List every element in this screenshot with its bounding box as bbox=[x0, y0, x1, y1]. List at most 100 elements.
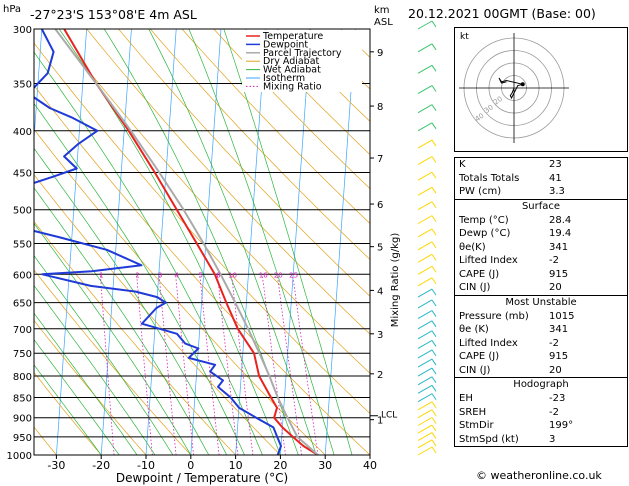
dry-adiabat-line bbox=[34, 372, 102, 455]
wind-barb-staff bbox=[417, 288, 433, 298]
wind-barb bbox=[417, 265, 437, 275]
wind-barb-staff bbox=[417, 171, 433, 181]
wind-barb bbox=[417, 367, 437, 377]
mu-label: CAPE (J) bbox=[459, 351, 500, 362]
mixing-ratio-label: 8 bbox=[216, 271, 220, 279]
hodo-row: StmSpd (kt) 3 bbox=[455, 433, 627, 447]
x-axis-label: Dewpoint / Temperature (°C) bbox=[116, 471, 288, 485]
hodograph-unit-label: kt bbox=[460, 32, 469, 42]
wind-barb-flag bbox=[431, 228, 437, 236]
wind-barb bbox=[417, 349, 437, 359]
mixing-ratio-line bbox=[99, 274, 115, 455]
km-tick-label: 7 bbox=[377, 154, 383, 165]
surface-title: Surface bbox=[521, 200, 561, 212]
wet-adiabat-line bbox=[223, 29, 353, 455]
dry-adiabat-line bbox=[150, 29, 370, 260]
legend-entry: Parcel Trajectory bbox=[263, 48, 342, 59]
x-tick-label: 0 bbox=[187, 459, 194, 472]
index-pw-row: PW (cm) 3.3 bbox=[455, 185, 627, 199]
mu-row: θe (K) 341 bbox=[455, 323, 627, 337]
hodo-label: EH bbox=[459, 393, 473, 404]
legend-entry: Dewpoint bbox=[263, 39, 308, 50]
wind-barb-staff bbox=[417, 215, 433, 225]
mixing-ratio-line bbox=[199, 274, 220, 455]
wind-barb bbox=[417, 277, 437, 287]
isotherm-line bbox=[56, 29, 87, 455]
index-value: 41 bbox=[549, 172, 562, 184]
surface-value: 20 bbox=[549, 282, 562, 293]
wind-barb-flag bbox=[431, 349, 437, 357]
wind-barb bbox=[417, 376, 437, 386]
wind-barb bbox=[417, 446, 437, 456]
wind-barb-flag bbox=[431, 432, 437, 439]
wind-barb bbox=[417, 156, 437, 165]
wind-barb-flag bbox=[431, 265, 437, 273]
pressure-tick-label: 850 bbox=[13, 393, 32, 404]
index-tt-row: Totals Totals 41 bbox=[455, 172, 627, 186]
pressure-tick-label: 500 bbox=[13, 206, 32, 217]
mixing-ratio-label: 10 bbox=[228, 271, 237, 279]
wet-adiabat-line bbox=[34, 339, 120, 455]
wind-barb-flag bbox=[431, 409, 437, 416]
pressure-tick-label: 750 bbox=[13, 349, 32, 360]
legend-entry: Temperature bbox=[262, 31, 323, 42]
wind-barb-flag bbox=[431, 215, 437, 222]
mixing-ratio-label: 3 bbox=[158, 271, 162, 279]
pressure-tick-label: 400 bbox=[13, 127, 32, 138]
km-tick-label: 8 bbox=[377, 102, 383, 113]
mixing-ratio-label: 2 bbox=[135, 271, 139, 279]
legend-entry: Isotherm bbox=[263, 73, 305, 84]
wind-barb-staff bbox=[417, 64, 433, 74]
wind-barb-flag bbox=[431, 171, 437, 179]
pressure-tick-label: 800 bbox=[13, 372, 32, 383]
indices-table: K 23 Totals Totals 41 PW (cm) 3.3 Surface T… bbox=[454, 157, 628, 447]
wind-barb-flag bbox=[431, 122, 437, 130]
wind-barb-flag bbox=[431, 401, 437, 409]
wind-barb-staff bbox=[417, 156, 433, 165]
x-tick-label: 10 bbox=[229, 459, 243, 472]
wind-barb bbox=[417, 320, 437, 330]
wind-barb-flag bbox=[431, 277, 437, 285]
wind-barb bbox=[417, 253, 437, 263]
wind-barb-flag bbox=[431, 104, 437, 111]
pressure-tick-label: 900 bbox=[13, 414, 32, 425]
wind-barb bbox=[417, 310, 437, 319]
wind-barb-staff bbox=[417, 310, 433, 319]
mu-row: CIN (J) 20 bbox=[455, 364, 627, 378]
hodograph-storm-marker bbox=[520, 82, 525, 87]
wind-barb bbox=[417, 186, 437, 196]
index-label: K bbox=[459, 159, 466, 170]
wind-barb-staff bbox=[417, 401, 433, 411]
mu-value: 20 bbox=[549, 364, 562, 376]
km-tick-label: 1 bbox=[377, 416, 383, 427]
pressure-tick-label: 300 bbox=[13, 25, 32, 36]
wind-barb-staff bbox=[417, 439, 433, 449]
mu-value: -2 bbox=[549, 337, 559, 349]
isotherm-line bbox=[145, 29, 177, 455]
wind-barb-flag bbox=[431, 376, 437, 384]
legend-entry: Mixing Ratio bbox=[263, 81, 322, 92]
surface-label: CAPE (J) bbox=[459, 268, 500, 280]
pressure-tick-label: 350 bbox=[13, 80, 32, 91]
hodograph-ring-label: 20 bbox=[492, 95, 504, 107]
wind-barb-staff bbox=[417, 122, 433, 132]
wind-barb-staff bbox=[417, 139, 433, 149]
wind-barb-staff bbox=[417, 384, 433, 394]
wind-barb-flag bbox=[431, 310, 437, 317]
mu-label: θe (K) bbox=[459, 324, 489, 335]
pressure-tick-label: 550 bbox=[13, 239, 32, 250]
isotherm-line bbox=[100, 29, 132, 455]
mu-label: Pressure (mb) bbox=[459, 310, 529, 322]
mu-row: Lifted Index -2 bbox=[455, 337, 627, 351]
x-tick-label: -30 bbox=[47, 459, 65, 472]
surface-label: Dewp (°C) bbox=[459, 228, 511, 239]
mixing-ratio-line bbox=[158, 274, 177, 455]
mu-value: 341 bbox=[549, 324, 569, 335]
wind-barb bbox=[417, 104, 437, 114]
wind-barb-staff bbox=[417, 358, 433, 368]
hodo-row: EH -23 bbox=[455, 392, 627, 406]
wind-barb-staff bbox=[417, 241, 433, 251]
mixing-ratio-label: 1 bbox=[99, 271, 103, 279]
wind-barb-flag bbox=[431, 320, 437, 328]
